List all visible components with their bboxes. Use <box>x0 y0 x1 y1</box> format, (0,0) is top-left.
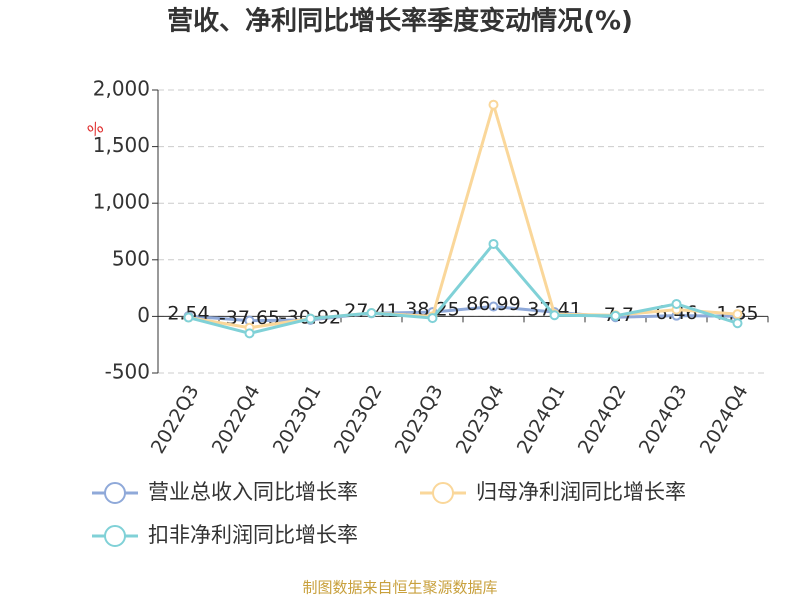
x-tick-label: 2024Q1 <box>513 381 570 457</box>
y-tick-label: 2,000 <box>93 77 150 101</box>
chart-title: 营收、净利同比增长率季度变动情况(%) <box>167 6 633 37</box>
point <box>183 312 194 323</box>
legend-label: 归母净利润同比增长率 <box>476 480 686 504</box>
point <box>244 328 255 339</box>
point <box>549 310 560 321</box>
point <box>488 238 499 249</box>
legend-marker <box>104 525 126 547</box>
point <box>732 309 743 320</box>
source-note: 制图数据来自恒生聚源数据库 <box>302 579 497 597</box>
x-tick-label: 2023Q3 <box>391 381 448 457</box>
x-tick-label: 2024Q4 <box>696 381 753 457</box>
y-tick-label: -500 <box>105 360 150 384</box>
legend-label: 扣非净利润同比增长率 <box>148 523 358 547</box>
legend-marker <box>104 482 126 504</box>
x-tick-label: 2022Q3 <box>147 381 204 457</box>
point <box>671 298 682 309</box>
x-tick-label: 2022Q4 <box>208 381 265 457</box>
series-line <box>188 241 738 335</box>
y-tick-label: 1,000 <box>93 190 150 214</box>
point <box>427 313 438 324</box>
x-tick-label: 2023Q4 <box>452 381 509 457</box>
x-tick-label: 2024Q3 <box>635 381 692 457</box>
y-tick-label: 500 <box>112 246 150 270</box>
y-tick-label: 0 <box>137 303 150 327</box>
point <box>488 301 499 312</box>
point <box>732 318 743 329</box>
point <box>488 99 499 110</box>
point <box>305 313 316 324</box>
legend-label: 营业总收入同比增长率 <box>148 480 358 504</box>
point <box>610 310 621 321</box>
x-tick-label: 2024Q2 <box>574 381 631 457</box>
x-tick-label: 2023Q1 <box>269 381 326 457</box>
series-line <box>188 99 738 330</box>
y-tick-label: 1,500 <box>93 133 150 157</box>
legend-marker <box>432 482 454 504</box>
point <box>366 308 377 319</box>
data-label: 86.99 <box>466 293 520 315</box>
x-tick-label: 2023Q2 <box>330 381 387 457</box>
series-line <box>188 305 738 323</box>
